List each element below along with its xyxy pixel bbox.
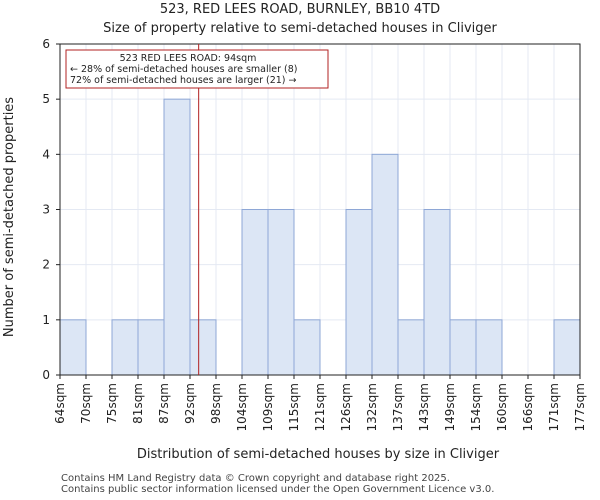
y-tick-label: 6 [42,37,50,51]
chart-title: 523, RED LEES ROAD, BURNLEY, BB10 4TD [160,2,440,17]
x-tick-label-166sqm: 166sqm [521,383,535,431]
y-tick-label: 0 [42,368,50,382]
annotation-line-3: 72% of semi-detached houses are larger (… [70,75,297,86]
footer-line-2: Contains public sector information licen… [61,484,495,495]
bar-81sqm [137,319,165,376]
annotation-line-2: ← 28% of semi-detached houses are smalle… [70,64,298,75]
x-tick-label-132sqm: 132sqm [365,383,379,431]
x-axis-label: Distribution of semi-detached houses by … [137,447,500,462]
chart-subtitle: Size of property relative to semi-detach… [103,21,497,36]
y-tick-label: 2 [42,258,50,272]
x-tick-label-92sqm: 92sqm [183,383,197,424]
x-tick-label-143sqm: 143sqm [417,383,431,431]
x-tick-label-70sqm: 70sqm [79,383,93,424]
bar-109sqm [267,209,295,376]
bar-149sqm [449,319,477,376]
bar-64sqm [59,319,87,376]
x-axis: 64sqm 70sqm 75sqm 81sqm 87sqm 92sqm 98sqm 104sq… [53,375,587,431]
footer-line-1: Contains HM Land Registry data © Crown c… [61,473,450,484]
footer: Contains HM Land Registry data © Crown c… [61,473,494,495]
bar-154sqm [475,319,503,376]
y-tick-label: 3 [42,203,50,217]
x-tick-label-104sqm: 104sqm [235,383,249,431]
y-axis: 0 1 2 3 4 5 6 [42,37,60,382]
bar-143sqm [423,209,451,376]
x-tick-label-154sqm: 154sqm [469,383,483,431]
x-tick-label-115sqm: 115sqm [287,383,301,431]
bar-75sqm [111,319,139,376]
x-tick-label-87sqm: 87sqm [157,383,171,424]
bar-137sqm [397,319,425,376]
x-tick-label-160sqm: 160sqm [495,383,509,431]
x-tick-label-137sqm: 137sqm [391,383,405,431]
y-tick-label: 5 [42,92,50,106]
x-tick-label-121sqm: 121sqm [313,383,327,431]
x-tick-label-109sqm: 109sqm [261,383,275,431]
bar-132sqm [371,153,399,376]
bar-126sqm [345,209,373,376]
annotation-box: 523 RED LEES ROAD: 94sqm ← 28% of semi-d… [65,49,329,89]
bar-87sqm [163,98,191,376]
bar-92sqm [189,319,217,376]
x-tick-label-149sqm: 149sqm [443,383,457,431]
x-tick-label-98sqm: 98sqm [209,383,223,424]
y-tick-label: 4 [42,147,50,161]
bars [59,98,581,376]
x-tick-label-75sqm: 75sqm [105,383,119,424]
y-axis-label: Number of semi-detached properties [2,97,17,337]
bar-104sqm [241,209,269,376]
x-tick-label-81sqm: 81sqm [131,383,145,424]
bar-171sqm [553,319,581,376]
annotation-line-1: 523 RED LEES ROAD: 94sqm [120,53,257,64]
bar-115sqm [293,319,321,376]
x-tick-label-126sqm: 126sqm [339,383,353,431]
x-tick-label-64sqm: 64sqm [53,383,67,424]
x-tick-label-171sqm: 171sqm [547,383,561,431]
y-tick-label: 1 [42,313,50,327]
x-tick-label-177sqm: 177sqm [573,383,587,431]
